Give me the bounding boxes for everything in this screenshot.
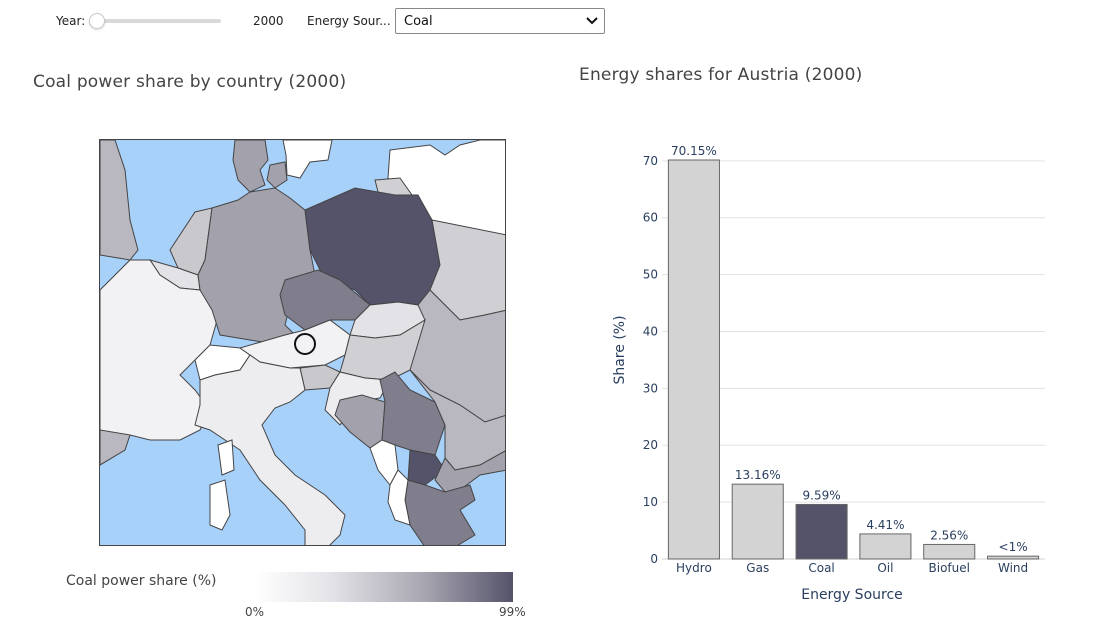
island-sardinia[interactable] — [209, 479, 231, 531]
x-tick-label: Biofuel — [929, 561, 970, 575]
country-albania[interactable] — [387, 469, 411, 526]
bar-value-label: 13.16% — [735, 468, 781, 482]
energy-source-selected: Coal — [404, 14, 433, 29]
y-axis-title: Share (%) — [612, 315, 628, 384]
x-tick-labels: Hydro Gas Coal Oil Biofuel Wind — [676, 561, 1028, 575]
colorbar-min-label: 0% — [245, 605, 265, 619]
bar-chart-title: Energy shares for Austria (2000) — [579, 65, 863, 85]
country-uk[interactable] — [232, 140, 269, 193]
y-tick-label: 50 — [643, 268, 658, 282]
x-axis-title: Energy Source — [801, 587, 903, 603]
bar-wind[interactable] — [987, 555, 1040, 560]
colorbar-title: Coal power share (%) — [66, 573, 217, 589]
bar-chart: 0 10 20 30 40 50 60 70 70.15% 13.16% 9.59% 4.41% 2.… — [612, 144, 1045, 603]
bar-hydro[interactable] — [667, 159, 720, 560]
island-corsica[interactable] — [217, 439, 235, 476]
grid-layer — [662, 160, 1045, 560]
map-svg — [100, 140, 506, 545]
controls-bar: Year: 2000 Energy Sour... Coal — [0, 0, 1105, 40]
country-north-macedonia[interactable] — [407, 449, 446, 486]
y-tick-label: 40 — [643, 324, 658, 338]
country-france[interactable] — [100, 259, 221, 441]
choropleth-map[interactable] — [99, 139, 506, 546]
y-tick-label: 70 — [643, 154, 658, 168]
y-tick-label: 30 — [643, 381, 658, 395]
colorbar-max-label: 99% — [499, 605, 526, 619]
y-tick-label: 60 — [643, 211, 658, 225]
country-bulgaria[interactable] — [434, 450, 506, 493]
x-tick-label: Hydro — [676, 561, 712, 575]
bar-oil[interactable] — [859, 533, 912, 560]
bar-value-label: <1% — [999, 540, 1028, 554]
x-tick-label: Gas — [746, 561, 769, 575]
country-denmark[interactable] — [266, 161, 288, 189]
chevron-down-icon — [586, 17, 598, 25]
bar-value-label: 70.15% — [671, 144, 717, 158]
bar-biofuel[interactable] — [923, 543, 976, 560]
bar-gas[interactable] — [731, 483, 784, 560]
bar-coal[interactable] — [795, 503, 848, 560]
bar-value-label: 2.56% — [930, 528, 968, 542]
x-tick-label: Wind — [998, 561, 1028, 575]
year-slider[interactable] — [96, 19, 221, 23]
y-tick-label: 0 — [650, 552, 658, 566]
year-slider-handle[interactable] — [89, 13, 105, 29]
y-tick-label: 20 — [643, 438, 658, 452]
map-title: Coal power share by country (2000) — [33, 72, 347, 92]
country-iberia-north[interactable] — [100, 140, 139, 261]
bars — [667, 159, 1040, 560]
x-tick-label: Oil — [877, 561, 893, 575]
selected-country-marker[interactable] — [294, 333, 316, 355]
country-norway[interactable] — [282, 140, 333, 179]
year-label: Year: — [56, 14, 86, 28]
bar-value-label: 9.59% — [803, 488, 841, 502]
bar-value-label: 4.41% — [866, 518, 904, 532]
country-czechia[interactable] — [279, 269, 371, 331]
y-tick-labels: 0 10 20 30 40 50 60 70 — [643, 154, 658, 566]
country-spain[interactable] — [100, 429, 131, 466]
y-tick-label: 10 — [643, 495, 658, 509]
x-tick-label: Coal — [808, 561, 834, 575]
energy-source-label: Energy Sour... — [307, 14, 391, 28]
colorbar-gradient — [255, 572, 513, 602]
energy-source-dropdown[interactable]: Coal — [395, 8, 605, 34]
year-value: 2000 — [253, 14, 284, 28]
bar-value-labels: 70.15% 13.16% 9.59% 4.41% 2.56% <1% — [671, 144, 1028, 554]
